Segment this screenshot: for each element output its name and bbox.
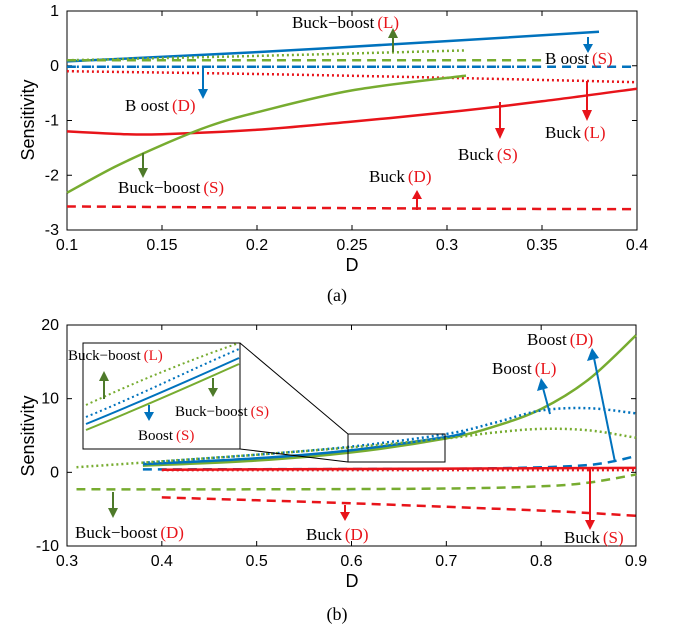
annotation-b-4: Buck (S) bbox=[564, 528, 624, 547]
arrowhead bbox=[388, 28, 398, 38]
tick-marks-a bbox=[66, 10, 638, 231]
inset-line-boost-s bbox=[85, 357, 240, 425]
arrowhead bbox=[537, 378, 548, 391]
arrowhead bbox=[583, 44, 593, 53]
y-tick-label: 1 bbox=[50, 3, 59, 20]
x-tick-label: 0.25 bbox=[336, 237, 367, 254]
arrowhead bbox=[585, 520, 595, 530]
annotation-a-5: Buck−boost (S) bbox=[118, 178, 224, 197]
arrowhead bbox=[587, 348, 599, 361]
series-line-buck-boost-s bbox=[66, 74, 467, 194]
inset-zoom: Buck−boost (L) Buck−boost (S) Boost (S) bbox=[68, 342, 269, 450]
annotation-a-3: Buck (L) bbox=[545, 123, 606, 142]
arrowhead bbox=[108, 508, 118, 518]
zoom-connector-top bbox=[239, 342, 349, 435]
x-tick-label: 0.9 bbox=[625, 553, 647, 570]
y-tick-label: 0 bbox=[50, 464, 59, 481]
x-axis-label-b: D bbox=[346, 571, 359, 591]
x-tick-label: 0.15 bbox=[146, 237, 177, 254]
series-group-a bbox=[66, 30, 638, 211]
series-line-boost-s bbox=[142, 431, 466, 466]
annotation-arrows-a bbox=[138, 28, 593, 210]
x-tick-label: 0.7 bbox=[435, 553, 457, 570]
arrowhead bbox=[412, 190, 422, 199]
series-line-buck-d bbox=[66, 205, 638, 211]
annotation-a-4: Buck (S) bbox=[458, 145, 518, 164]
arrow-boost-d bbox=[593, 357, 616, 463]
inset-frame bbox=[82, 342, 241, 450]
x-tick-labels-b: 0.3 0.4 0.5 0.6 0.7 0.8 0.9 bbox=[56, 553, 647, 570]
x-tick-label: 0.8 bbox=[530, 553, 552, 570]
zoom-connector-bottom bbox=[239, 448, 349, 463]
caption-a: (a) bbox=[327, 285, 347, 306]
arrowhead bbox=[208, 388, 218, 397]
x-tick-labels-a: 0.1 0.15 0.2 0.25 0.3 0.35 0.4 bbox=[56, 237, 648, 254]
series-line-buck-boost-d bbox=[76, 473, 637, 491]
y-tick-label: 0 bbox=[50, 58, 59, 75]
arrowhead bbox=[340, 512, 350, 521]
series-line-buck-boost-l bbox=[76, 427, 637, 469]
arrowhead bbox=[582, 110, 592, 121]
series-line-buck-boost-s bbox=[142, 334, 637, 467]
annotation-a-1: B oost (S) bbox=[545, 49, 613, 68]
inset-annotation-1: Buck−boost (S) bbox=[175, 404, 269, 420]
y-axis-label-a: Sensitivity bbox=[18, 79, 38, 160]
x-tick-label: 0.2 bbox=[246, 237, 268, 254]
y-tick-label: -2 bbox=[45, 167, 59, 184]
annotation-b-1: Boost (L) bbox=[492, 359, 556, 378]
x-tick-label: 0.4 bbox=[626, 237, 648, 254]
arrowhead bbox=[144, 412, 154, 421]
arrowhead bbox=[198, 89, 208, 99]
series-group-b bbox=[76, 334, 637, 518]
x-tick-label: 0.3 bbox=[56, 553, 78, 570]
y-tick-label: 10 bbox=[41, 391, 59, 408]
inset-annotation-2: Boost (S) bbox=[138, 428, 194, 444]
panel-b: 0.3 0.4 0.5 0.6 0.7 0.8 0.9 20 10 0 -10 Buck−boos… bbox=[18, 317, 647, 625]
annotation-arrows-b bbox=[108, 348, 616, 530]
annotation-b-2: Buck−boost (D) bbox=[75, 523, 184, 542]
zoom-region-box bbox=[347, 433, 446, 463]
y-tick-label: -10 bbox=[36, 538, 59, 555]
x-axis-label-a: D bbox=[346, 255, 359, 275]
annotation-a-2: B oost (D) bbox=[125, 96, 196, 115]
x-tick-label: 0.35 bbox=[526, 237, 557, 254]
annotation-a-6: Buck (D) bbox=[369, 167, 432, 186]
tick-marks-b bbox=[66, 324, 637, 547]
caption-b: (b) bbox=[327, 604, 348, 625]
series-line-buck-s bbox=[161, 466, 637, 472]
series-line-buck-s bbox=[66, 69, 638, 84]
annotation-a-0: Buck−boost (L) bbox=[292, 13, 399, 32]
inset-line-buckboost-s bbox=[85, 363, 240, 431]
x-tick-label: 0.1 bbox=[56, 237, 78, 254]
x-tick-label: 0.3 bbox=[436, 237, 458, 254]
y-axis-label-b: Sensitivity bbox=[18, 395, 38, 476]
arrow-boost-l bbox=[542, 387, 551, 415]
inset-line-boost-l bbox=[85, 348, 240, 418]
y-tick-labels-a: 1 0 -1 -2 -3 bbox=[45, 3, 59, 239]
series-line-buck-d bbox=[161, 496, 637, 518]
arrowhead bbox=[138, 168, 148, 178]
y-tick-labels-b: 20 10 0 -10 bbox=[36, 317, 59, 555]
arrowhead bbox=[495, 128, 505, 139]
arrowhead bbox=[99, 371, 109, 381]
annotation-b-3: Buck (D) bbox=[306, 525, 369, 544]
inset-annotation-0: Buck−boost (L) bbox=[68, 348, 163, 364]
x-tick-label: 0.4 bbox=[151, 553, 173, 570]
series-line-buck-l bbox=[66, 87, 638, 136]
panel-a: 0.1 0.15 0.2 0.25 0.3 0.35 0.4 1 0 -1 -2 -3 D Sens… bbox=[18, 3, 648, 306]
y-tick-label: -3 bbox=[45, 222, 59, 239]
y-tick-label: -1 bbox=[45, 113, 59, 130]
y-tick-label: 20 bbox=[41, 317, 59, 334]
x-tick-label: 0.6 bbox=[340, 553, 362, 570]
x-tick-label: 0.5 bbox=[246, 553, 268, 570]
annotation-b-0: Boost (D) bbox=[527, 330, 593, 349]
